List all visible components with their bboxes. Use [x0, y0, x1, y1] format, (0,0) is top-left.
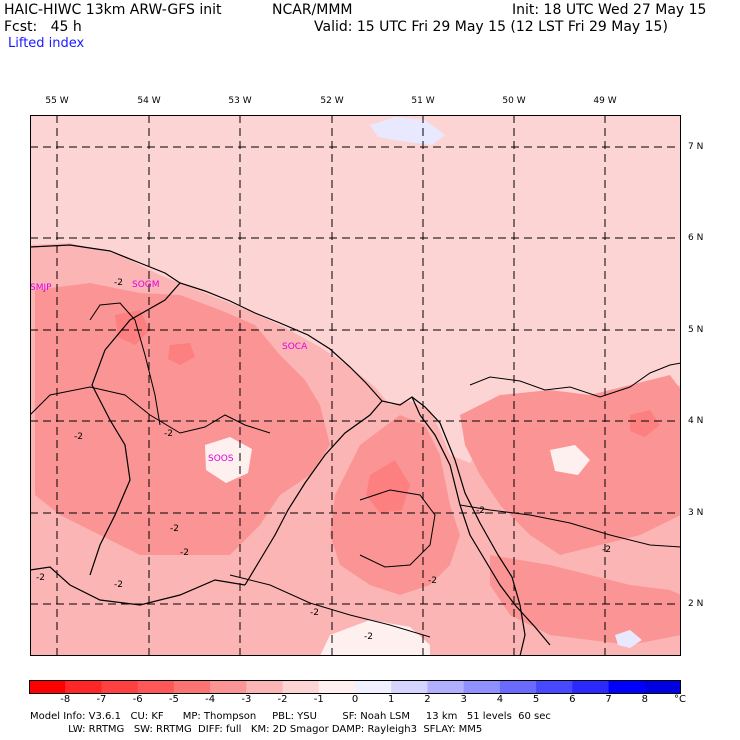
lat-label: 5 N	[688, 325, 704, 335]
model-title: HAIC-HIWC 13km ARW-GFS init	[4, 2, 222, 18]
lon-label: 52 W	[320, 96, 344, 106]
station-label: SOCA	[282, 342, 308, 352]
lat-label: 6 N	[688, 233, 704, 243]
contour-value-label: -2	[476, 506, 485, 516]
colorbar-tick-label: -6	[132, 694, 143, 705]
colorbar	[29, 680, 681, 694]
contour-value-label: -2	[74, 432, 83, 442]
graticule	[30, 115, 681, 656]
colorbar-cell	[463, 680, 501, 694]
colorbar-tick-label: 3	[460, 694, 467, 705]
colorbar-tick-label: -7	[96, 694, 107, 705]
colorbar-frame	[29, 680, 681, 694]
colorbar-cell	[210, 680, 247, 694]
colorbar-unit: °C	[674, 694, 686, 705]
field-name: Lifted index	[8, 36, 85, 51]
lon-label: 53 W	[228, 96, 252, 106]
lat-label: 3 N	[688, 508, 704, 518]
map-frame	[30, 115, 681, 656]
colorbar-cell	[137, 680, 175, 694]
colorbar-tick-label: 8	[641, 694, 648, 705]
colorbar-tick-label: -3	[241, 694, 252, 705]
contour-value-label: -2	[36, 573, 45, 583]
borders	[30, 244, 551, 656]
lifted-index-map: SMJP SOGM SOCA SOOS -2 -2 -2 -2 -2 -2 -2…	[30, 115, 681, 656]
model-info-line2: LW: RRTMG SW: RRTMG DIFF: full KM: 2D Sm…	[30, 724, 483, 735]
contour-value-label: -2	[170, 524, 179, 534]
init-time: Init: 18 UTC Wed 27 May 15	[512, 2, 707, 18]
lon-label: 55 W	[45, 96, 69, 106]
model-info-line1: Model Info: V3.6.1 CU: KF MP: Thompson P…	[30, 711, 551, 722]
forecast-hour: Fcst: 45 h	[4, 19, 82, 35]
contour-lines	[30, 302, 681, 638]
colorbar-tick-label: -1	[313, 694, 324, 705]
contour-value-label: -2	[114, 580, 123, 590]
colorbar-tick-label: 2	[424, 694, 431, 705]
colorbar-cell	[608, 680, 646, 694]
colorbar-tick-label: -2	[277, 694, 288, 705]
contour-value-label: -2	[114, 278, 123, 288]
colorbar-tick-label: 5	[532, 694, 540, 705]
colorbar-cell	[644, 680, 681, 694]
contour-value-label: -2	[428, 576, 437, 586]
lon-label: 54 W	[137, 96, 161, 106]
lon-label: 49 W	[593, 96, 617, 106]
lat-label: 7 N	[688, 142, 704, 152]
station-label: SMJP	[30, 283, 52, 293]
station-label: SOOS	[208, 454, 234, 464]
field-shading-minus5	[115, 310, 660, 513]
colorbar-tick-label: 4	[496, 694, 504, 705]
colorbar-cell	[391, 680, 428, 694]
org-label: NCAR/MMM	[272, 2, 353, 18]
lat-label: 2 N	[688, 599, 704, 609]
colorbar-cell	[173, 680, 211, 694]
colorbar-cell	[29, 680, 66, 694]
lat-label: 4 N	[688, 416, 704, 426]
colorbar-tick-label: -8	[60, 694, 71, 705]
colorbar-cell	[427, 680, 465, 694]
colorbar-cell	[499, 680, 537, 694]
colorbar-tick-label: 7	[605, 694, 612, 705]
contour-value-label: -2	[602, 545, 611, 555]
colorbar-cell	[282, 680, 320, 694]
lon-label: 51 W	[411, 96, 435, 106]
colorbar-tick-label: 1	[388, 694, 395, 705]
colorbar-cell	[65, 680, 102, 694]
colorbar-cell	[572, 680, 610, 694]
colorbar-cell	[536, 680, 573, 694]
colorbar-tick-label: 0	[351, 694, 359, 705]
colorbar-tick-label: -5	[168, 694, 179, 705]
colorbar-tick-label: -4	[205, 694, 216, 705]
station-label: SOGM	[132, 280, 160, 290]
contour-value-label: -2	[180, 548, 189, 558]
contour-value-label: -2	[164, 429, 173, 439]
lon-label: 50 W	[502, 96, 526, 106]
contour-value-label: -2	[364, 632, 373, 642]
contour-value-label: -2	[310, 608, 319, 618]
colorbar-cell	[355, 680, 392, 694]
colorbar-tick-label: 6	[569, 694, 576, 705]
colorbar-cell	[318, 680, 356, 694]
colorbar-cell	[101, 680, 139, 694]
field-shading-positive	[370, 117, 642, 648]
valid-time: Valid: 15 UTC Fri 29 May 15 (12 LST Fri …	[314, 19, 668, 35]
colorbar-cell	[246, 680, 284, 694]
